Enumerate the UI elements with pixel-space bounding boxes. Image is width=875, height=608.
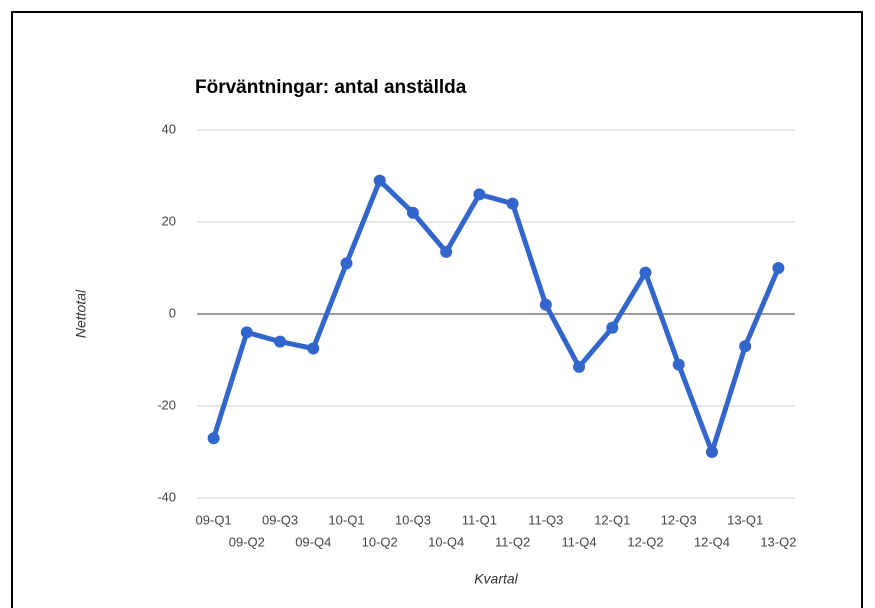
point [440, 245, 453, 258]
x-tick-label: 12-Q3 [661, 512, 697, 527]
point [274, 335, 287, 348]
x-tick-label: 10-Q2 [362, 534, 398, 549]
point [739, 340, 752, 353]
x-tick-label: 09-Q2 [229, 534, 265, 549]
x-tick-label: 09-Q4 [295, 534, 331, 549]
point [639, 266, 652, 279]
x-tick-label: 13-Q1 [727, 512, 763, 527]
y-tick-label: 20 [162, 213, 176, 228]
point [340, 257, 353, 270]
point [539, 298, 552, 311]
y-tick-label: 0 [169, 305, 176, 320]
x-tick-label: 13-Q2 [760, 534, 796, 549]
point [506, 197, 519, 210]
x-tick-label: 12-Q4 [694, 534, 730, 549]
x-tick-label: 10-Q4 [428, 534, 464, 549]
x-tick-label: 11-Q2 [495, 534, 530, 549]
x-tick-label: 11-Q1 [462, 512, 497, 527]
x-tick-label: 09-Q3 [262, 512, 298, 527]
x-tick-label: 11-Q3 [528, 512, 563, 527]
x-axis-title: Kvartal [474, 571, 518, 587]
point [406, 206, 419, 219]
point [705, 446, 718, 458]
y-tick-label: 40 [162, 121, 176, 136]
point [373, 174, 386, 187]
x-tick-label: 11-Q4 [561, 534, 596, 549]
point [672, 358, 685, 371]
y-axis-title: Nettotal [73, 289, 89, 338]
x-tick-label: 10-Q3 [395, 512, 431, 527]
frame [11, 11, 863, 608]
x-tick-label: 12-Q2 [627, 534, 663, 549]
point [573, 360, 586, 373]
y-tick-label: -20 [157, 397, 176, 412]
point [240, 326, 253, 339]
point [606, 321, 619, 334]
point [307, 342, 320, 355]
chart-title: Förväntningar: antal anställda [195, 77, 467, 98]
point [772, 262, 785, 274]
y-tick-label: -40 [157, 489, 176, 504]
x-tick-label: 12-Q1 [594, 512, 630, 527]
x-tick-label: 10-Q1 [328, 512, 364, 527]
point [207, 432, 220, 445]
x-tick-label: 09-Q1 [196, 512, 232, 527]
point [473, 188, 486, 201]
